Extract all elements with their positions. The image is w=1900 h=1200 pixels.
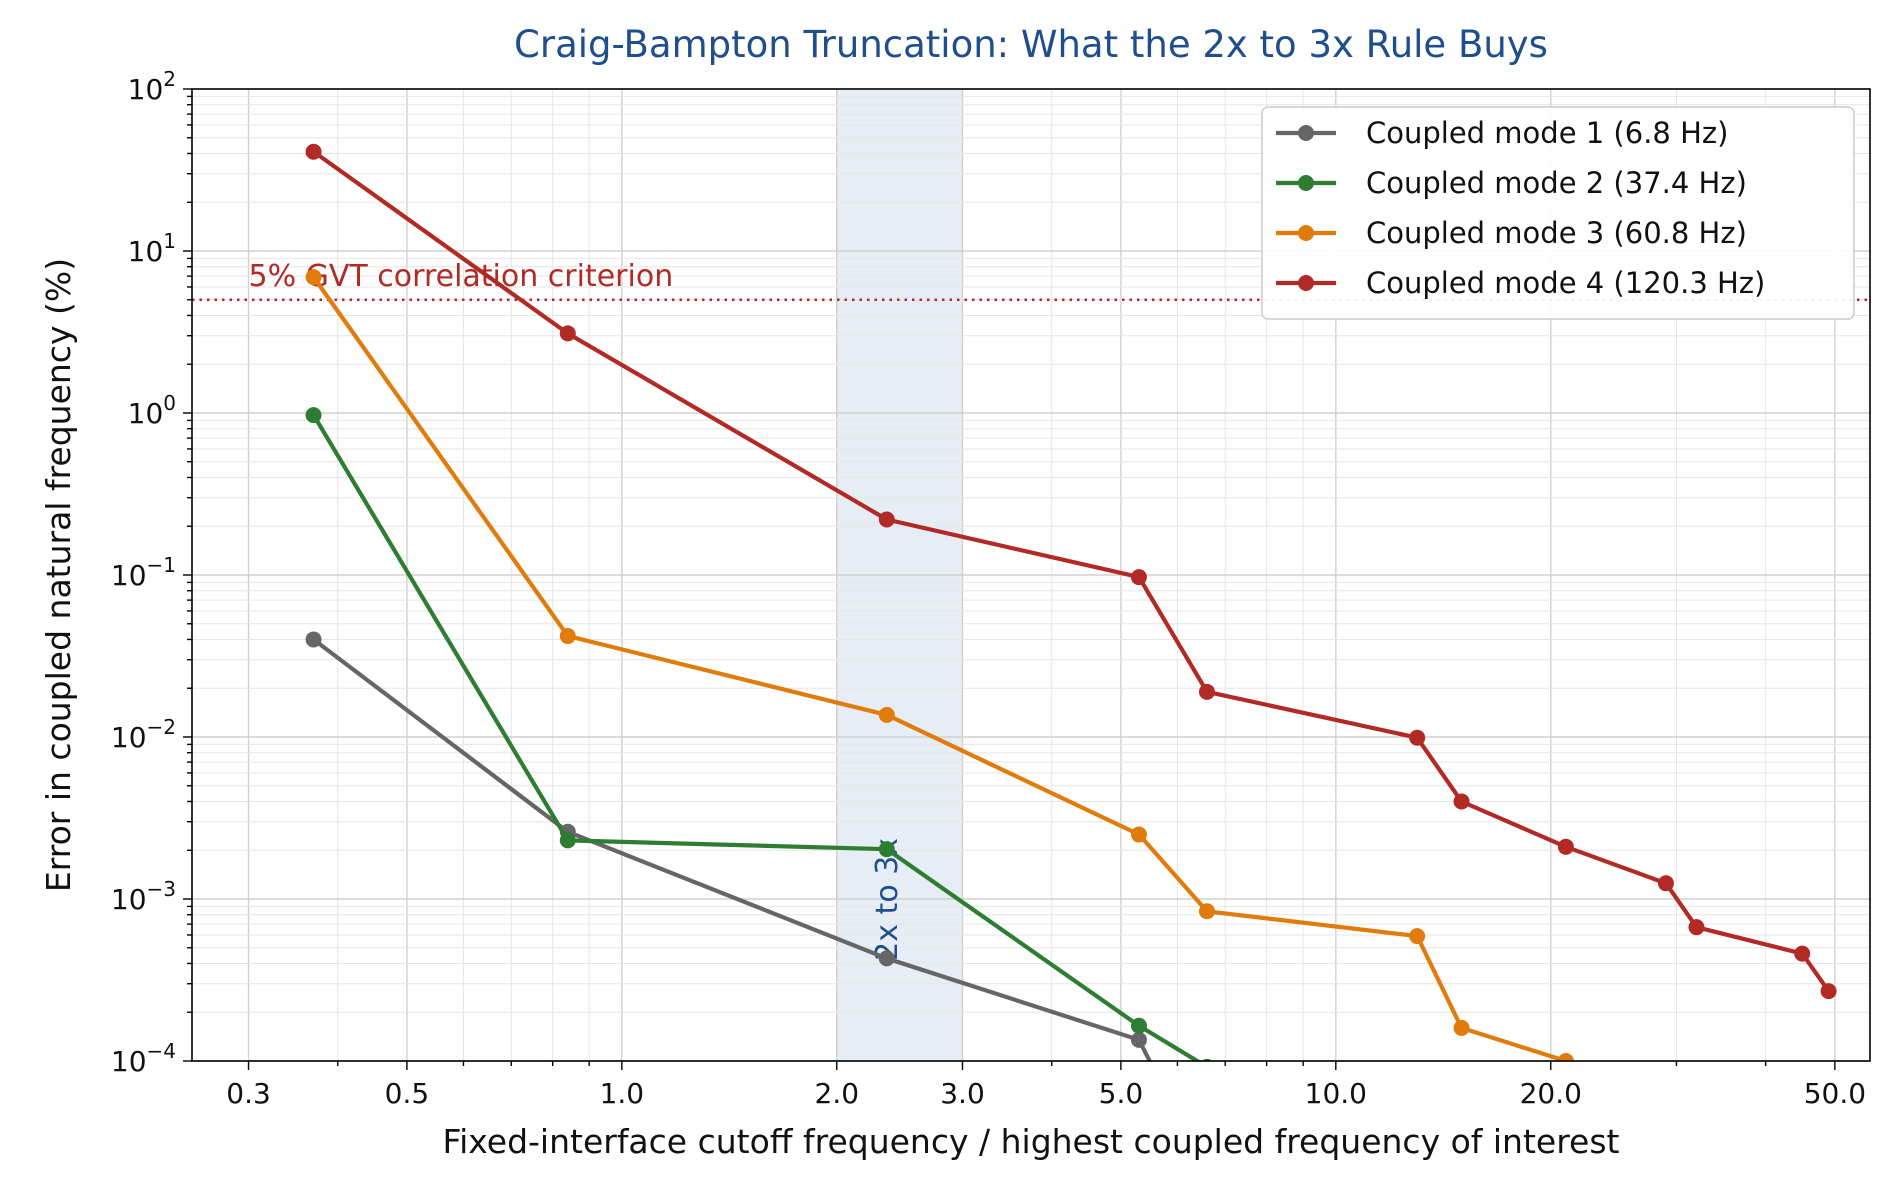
series-group <box>305 143 1837 1061</box>
series-4-point <box>559 325 576 342</box>
series-3-point <box>305 269 322 286</box>
y-tick-label: 10−3 <box>111 877 176 916</box>
series-4-point <box>878 511 895 528</box>
series-3-point <box>559 628 576 645</box>
series-4-point <box>1557 838 1574 855</box>
series-4-point <box>1130 569 1147 586</box>
legend: Coupled mode 1 (6.8 Hz) Coupled mode 2 (3… <box>1261 106 1855 320</box>
legend-entry: Coupled mode 1 (6.8 Hz) <box>1276 116 1728 150</box>
x-axis-label: Fixed-interface cutoff frequency / highe… <box>443 1122 1620 1161</box>
x-axis-ticks: 0.3 0.5 1.0 2.0 3.0 5.0 10.0 20.0 50.0 <box>226 1061 1866 1110</box>
legend-marker <box>1298 225 1314 241</box>
series-4 <box>305 143 1837 1000</box>
legend-label: Coupled mode 2 (37.4 Hz) <box>1366 166 1747 200</box>
series-3-point <box>1130 826 1147 843</box>
series-4-point <box>1453 793 1470 810</box>
y-tick-label: 10−1 <box>111 553 176 592</box>
legend-label: Coupled mode 3 (60.8 Hz) <box>1366 216 1747 250</box>
x-tick-label: 50.0 <box>1804 1077 1866 1110</box>
x-tick-label: 2.0 <box>815 1077 860 1110</box>
y-tick-label: 102 <box>128 67 176 106</box>
series-4-line <box>311 149 1831 994</box>
series-4-point <box>1198 683 1215 700</box>
series-4-point <box>1409 729 1426 746</box>
series-2-point <box>305 407 322 424</box>
series-3 <box>305 269 1574 1061</box>
y-tick-label: 10−4 <box>111 1039 176 1078</box>
series-4-point <box>1688 919 1705 936</box>
y-axis-ticks: 10−4 10−3 10−2 10−1 100 101 102 <box>111 67 192 1078</box>
x-tick-label: 5.0 <box>1099 1077 1144 1110</box>
series-2-point <box>1130 1017 1147 1034</box>
series-1-point <box>878 950 895 967</box>
series-4-point <box>1657 875 1674 892</box>
x-tick-label: 1.0 <box>600 1077 645 1110</box>
series-3-point <box>1557 1053 1574 1061</box>
series-4-point <box>1794 945 1811 962</box>
series-3-point <box>1409 928 1426 945</box>
legend-marker <box>1298 275 1314 291</box>
y-tick-label: 100 <box>128 391 176 430</box>
series-3-line <box>311 275 1569 1061</box>
series-3-point <box>1198 903 1215 920</box>
series-4-point <box>1820 983 1837 1000</box>
series-3-point <box>878 706 895 723</box>
chart-title: Craig-Bampton Truncation: What the 2x to… <box>514 23 1548 66</box>
series-2 <box>305 407 1213 1061</box>
y-tick-label: 101 <box>128 229 176 268</box>
legend-entry: Coupled mode 3 (60.8 Hz) <box>1276 216 1747 250</box>
legend-marker <box>1298 175 1314 191</box>
x-tick-label: 20.0 <box>1520 1077 1582 1110</box>
x-tick-label: 0.3 <box>226 1077 271 1110</box>
y-tick-label: 10−2 <box>111 715 176 754</box>
x-tick-label: 3.0 <box>940 1077 985 1110</box>
legend-label: Coupled mode 1 (6.8 Hz) <box>1366 116 1728 150</box>
series-1-point <box>305 631 322 648</box>
series-1-point <box>1130 1031 1147 1048</box>
x-tick-label: 10.0 <box>1305 1077 1367 1110</box>
series-4-point <box>305 143 322 160</box>
y-axis-label: Error in coupled natural frequency (%) <box>39 258 78 892</box>
legend-marker <box>1298 125 1314 141</box>
series-2-point <box>559 832 576 849</box>
legend-label: Coupled mode 4 (120.3 Hz) <box>1366 266 1765 300</box>
legend-frame <box>1261 106 1855 320</box>
legend-entry: Coupled mode 4 (120.3 Hz) <box>1276 266 1765 300</box>
x-tick-label: 0.5 <box>385 1077 430 1110</box>
series-3-point <box>1453 1019 1470 1036</box>
series-2-point <box>878 841 895 858</box>
legend-entry: Coupled mode 2 (37.4 Hz) <box>1276 166 1747 200</box>
